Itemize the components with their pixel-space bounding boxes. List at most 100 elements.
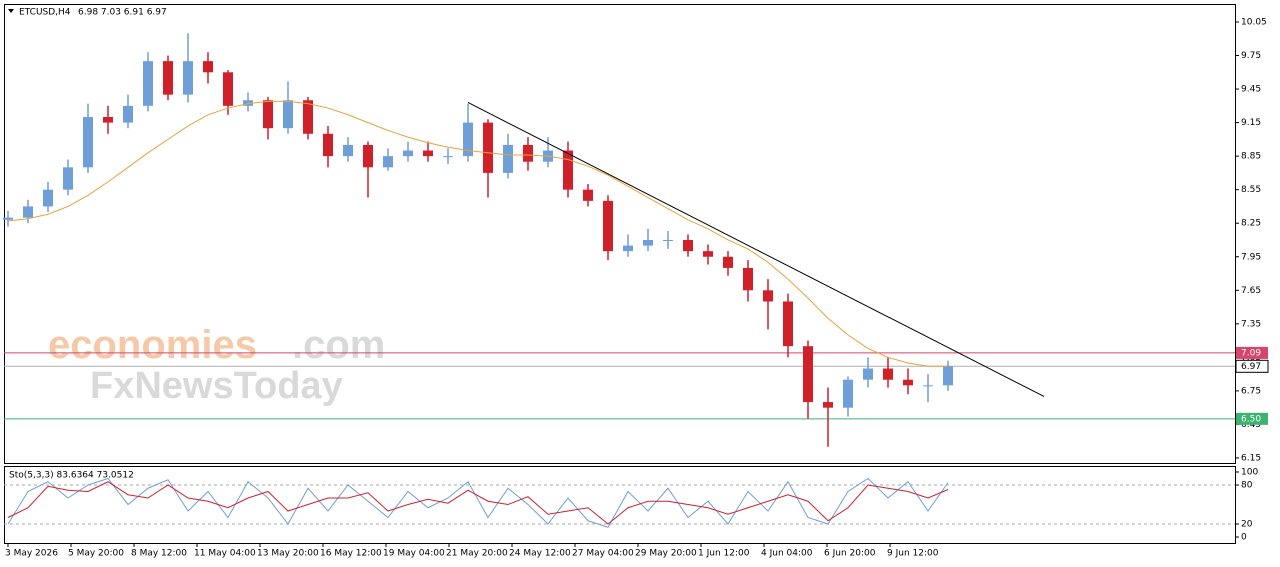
candle-body: [663, 239, 673, 241]
level-tag: [1236, 412, 1268, 425]
candle-body: [223, 72, 233, 106]
ohlc-label: 6.98 7.03 6.91 6.97: [78, 8, 167, 18]
candle-body: [723, 256, 733, 268]
x-tick-label: 1 Jun 12:00: [698, 549, 750, 559]
trendline: [467, 102, 1045, 397]
candle-body: [483, 122, 493, 173]
candle-body: [923, 385, 933, 387]
candle-body: [783, 301, 793, 347]
candle-body: [503, 144, 513, 173]
x-tick-label: 3 May 2026: [5, 549, 58, 559]
y-tick-label: 8.55: [1241, 185, 1261, 195]
y-tick-label: 7.35: [1241, 319, 1261, 329]
y-tick-label: 0: [1241, 533, 1247, 543]
candle-body: [463, 122, 473, 157]
moving-average: [7, 100, 948, 367]
candle-body: [303, 100, 313, 134]
x-tick-label: 16 May 12:00: [320, 549, 382, 559]
candle-body: [323, 133, 333, 157]
main-frame: [4, 4, 1236, 464]
candle-body: [263, 100, 273, 129]
candle-body: [103, 117, 113, 123]
x-tick-label: 27 May 04:00: [572, 549, 634, 559]
y-tick-label: 8.85: [1241, 152, 1261, 162]
candle-body: [243, 100, 253, 106]
candle-body: [823, 402, 833, 408]
candle-body: [3, 217, 13, 220]
level-tag: [1235, 359, 1269, 373]
level-tag: [1236, 346, 1268, 359]
candle-body: [143, 61, 153, 106]
candle-body: [443, 156, 453, 158]
candle-body: [563, 150, 573, 190]
y-tick-label: 9.75: [1241, 51, 1261, 61]
candle-body: [843, 379, 853, 408]
candle-body: [63, 167, 73, 190]
watermark-text: FxNewsToday: [90, 365, 343, 407]
candle-body: [943, 366, 953, 386]
y-tick-label: 7.65: [1241, 286, 1261, 296]
level-label: 6.97: [1241, 362, 1261, 372]
candle-body: [183, 61, 193, 95]
stoch-line: [7, 477, 949, 528]
y-tick-label: 6.75: [1241, 386, 1261, 396]
candle-body: [643, 239, 653, 246]
candle-body: [363, 144, 373, 168]
dropdown-icon[interactable]: [8, 9, 14, 13]
x-tick-label: 4 Jun 04:00: [761, 549, 813, 559]
candle-body: [743, 267, 753, 291]
x-tick-label: 5 May 20:00: [68, 549, 124, 559]
candle-body: [203, 61, 213, 73]
y-tick-label: 80: [1241, 480, 1253, 490]
candle-body: [603, 200, 613, 252]
candle-body: [903, 379, 913, 386]
y-tick-label: 8.25: [1241, 219, 1261, 229]
candle-body: [683, 239, 693, 252]
candle-body: [383, 156, 393, 168]
symbol: ETCUSD,H4: [19, 8, 71, 18]
watermark-text: economies: [48, 323, 257, 367]
y-tick-label: 9.45: [1241, 85, 1261, 95]
candle-body: [343, 144, 353, 157]
x-tick-label: 9 Jun 12:00: [887, 549, 939, 559]
y-tick-label: 20: [1241, 520, 1253, 530]
watermark-text: .com: [292, 323, 385, 367]
candle-body: [763, 290, 773, 302]
x-tick-label: 13 May 20:00: [257, 549, 319, 559]
candle-body: [703, 251, 713, 257]
candle-body: [163, 61, 173, 95]
x-tick-label: 29 May 20:00: [635, 549, 697, 559]
indicator-title: Sto(5,3,3) 83.6364 73.0512: [9, 471, 134, 481]
candle-body: [283, 100, 293, 129]
candle-body: [43, 189, 53, 207]
level-label: 7.09: [1241, 348, 1261, 358]
candle-body: [23, 206, 33, 218]
y-tick-label: 6.15: [1241, 453, 1261, 463]
y-tick-label: 9.15: [1241, 118, 1261, 128]
candle-body: [803, 346, 813, 403]
y-tick-label: 10.05: [1241, 17, 1267, 27]
y-tick-label: 100: [1241, 467, 1258, 477]
x-tick-label: 19 May 04:00: [383, 549, 445, 559]
candle-body: [883, 368, 893, 380]
stoch-line: [7, 481, 949, 525]
y-tick-label: 6.45: [1241, 420, 1261, 430]
x-tick-label: 11 May 04:00: [194, 549, 256, 559]
x-tick-label: 21 May 20:00: [446, 549, 508, 559]
x-tick-label: 8 May 12:00: [131, 549, 187, 559]
candle-body: [423, 150, 433, 157]
watermark: economies .com FxNewsToday: [48, 323, 385, 407]
candle-body: [583, 189, 593, 201]
candle-body: [523, 144, 533, 162]
candle-body: [83, 117, 93, 168]
stoch-frame: [4, 466, 1236, 544]
candle-body: [623, 245, 633, 252]
candle-body: [403, 150, 413, 157]
x-tick-label: 6 Jun 20:00: [824, 549, 876, 559]
x-tick-label: 24 May 12:00: [509, 549, 571, 559]
candle-body: [863, 368, 873, 380]
candle-body: [123, 105, 133, 123]
y-tick-label: 7.95: [1241, 252, 1261, 262]
